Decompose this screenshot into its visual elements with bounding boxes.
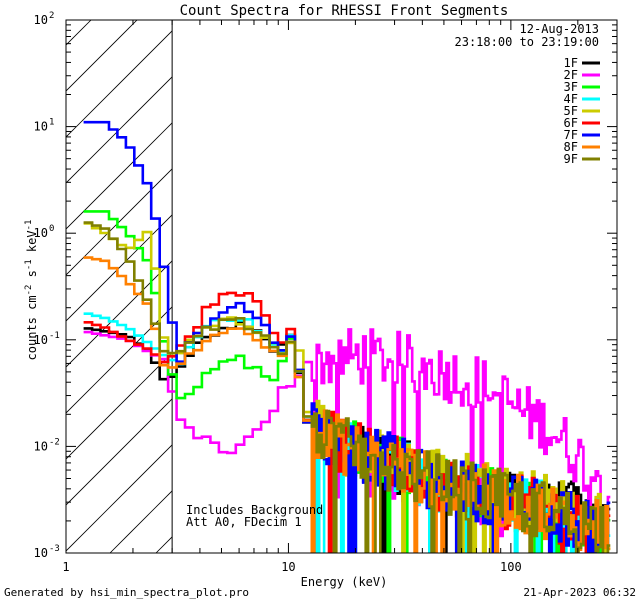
y-tick-label: 10 (34, 439, 48, 453)
x-tick-label: 100 (500, 560, 522, 574)
x-axis-label: Energy (keV) (301, 575, 388, 589)
series-layer (83, 120, 611, 553)
legend-label-4F: 4F (564, 92, 578, 106)
hatch-line (66, 214, 173, 322)
y-tick-exponent: 1 (49, 118, 54, 128)
plot-frame (65, 19, 618, 554)
y-tick-label: 10 (34, 226, 48, 240)
axis-ticks (65, 20, 618, 554)
y-tick-label: 10 (34, 120, 48, 134)
y-tick-label: 10 (34, 333, 48, 347)
x-tick-labels: 1 10 100 (62, 560, 521, 574)
time-range-label: 23:18:00 to 23:19:00 (455, 35, 600, 49)
y-tick-exponent: 0 (49, 224, 54, 234)
legend-label-1F: 1F (564, 56, 578, 70)
chart-title: Count Spectra for RHESSI Front Segments (180, 3, 509, 19)
y-tick-label: 10 (34, 546, 48, 560)
legend-label-3F: 3F (564, 80, 578, 94)
y-tick-exponent: -3 (49, 544, 60, 554)
x-tick-label: 10 (281, 560, 295, 574)
hatch-line (66, 352, 173, 460)
y-axis-label: counts cm-2 s-1 keV-1 (24, 220, 39, 361)
legend-label-5F: 5F (564, 104, 578, 118)
footer-generator: Generated by hsi_min_spectra_plot.pro (4, 586, 249, 599)
series-line-9F (83, 221, 611, 553)
y-tick-exponent: -2 (49, 437, 60, 447)
y-tick-label: 10 (34, 13, 48, 27)
legend-label-2F: 2F (564, 68, 578, 82)
x-tick-label: 1 (62, 560, 69, 574)
legend-label-9F: 9F (564, 152, 578, 166)
footer-timestamp: 21-Apr-2023 06:32 (523, 586, 636, 599)
series-line-2F (83, 328, 611, 553)
hatch-line (66, 398, 173, 506)
legend-label-8F: 8F (564, 140, 578, 154)
annotation-attenuator: Att A0, FDecim 1 (186, 515, 302, 529)
hatch-line (66, 444, 173, 552)
legend-label-6F: 6F (564, 116, 578, 130)
legend-label-7F: 7F (564, 128, 578, 142)
date-label: 12-Aug-2013 (520, 22, 599, 36)
annotation-background: Includes Background (186, 503, 323, 517)
y-tick-exponent: 2 (49, 11, 54, 21)
y-tick-exponent: -1 (49, 331, 60, 341)
